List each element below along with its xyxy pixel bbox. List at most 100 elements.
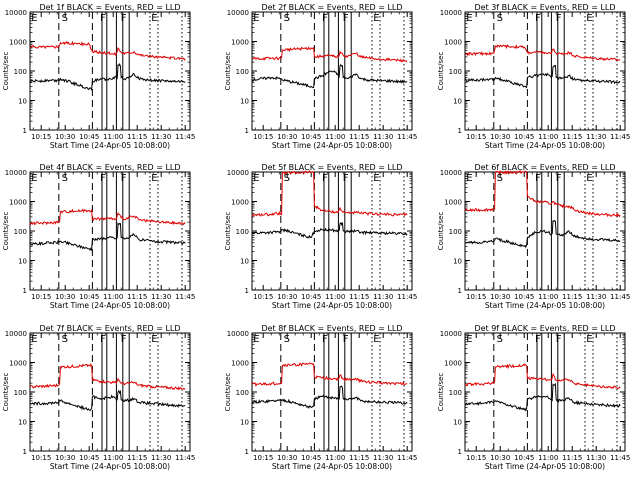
segment-marker: F — [322, 334, 328, 345]
x-tick-label: 10:15 — [31, 454, 51, 462]
segment-marker: E — [466, 334, 472, 345]
segment-marker: F — [121, 334, 127, 345]
segment-marker: F — [100, 334, 106, 345]
segment-marker: F — [556, 173, 562, 184]
detector-panel-9: Det 9f BLACK = Events, RED = LLD 1 10 100 10… — [437, 324, 630, 471]
series-line-lld — [251, 46, 408, 63]
y-tick-label: 10000 — [440, 9, 462, 17]
detector-panel-1: Det 1f BLACK = Events, RED = LLD 1 10 100 10… — [2, 3, 195, 150]
y-tick-label: 10000 — [5, 9, 27, 17]
panel-title: Det 1f BLACK = Events, RED = LLD — [39, 3, 180, 12]
y-axis-label: Counts/sec — [437, 52, 445, 91]
y-axis-label: Counts/sec — [437, 212, 445, 251]
y-tick-label: 1 — [23, 448, 27, 456]
y-tick-label: 100 — [14, 68, 27, 76]
y-tick-label: 10000 — [440, 169, 462, 177]
segment-marker: F — [322, 173, 328, 184]
x-axis-label: Start Time (24-Apr-05 10:08:00) — [485, 301, 605, 310]
y-tick-label: 100 — [236, 389, 249, 397]
x-tick-label: 10:30 — [277, 133, 297, 141]
segment-marker: F — [535, 13, 541, 24]
detector-panel-4: Det 4f BLACK = Events, RED = LLD 1 10 100 10… — [2, 163, 195, 310]
plot-frame — [251, 332, 413, 452]
segment-marker: E — [373, 173, 379, 184]
series-line-lld — [464, 363, 621, 390]
series-line-events — [464, 65, 621, 89]
y-tick-label: 100 — [14, 389, 27, 397]
plot-frame — [29, 11, 191, 131]
segment-marker: E — [151, 334, 157, 345]
segment-marker: S — [62, 334, 68, 345]
segment-marker: S — [497, 173, 503, 184]
segment-marker: E — [373, 334, 379, 345]
x-tick-label: 11:15 — [349, 454, 369, 462]
segment-marker: S — [284, 334, 290, 345]
y-tick-label: 1 — [245, 287, 249, 295]
y-axis-label: Counts/sec — [224, 373, 232, 412]
x-tick-label: 11:30 — [373, 454, 393, 462]
segment-marker: E — [151, 13, 157, 24]
y-tick-label: 1 — [458, 127, 462, 135]
x-tick-label: 11:45 — [175, 133, 195, 141]
y-tick-label: 100 — [236, 68, 249, 76]
x-tick-label: 11:15 — [562, 293, 582, 301]
x-tick-label: 10:45 — [514, 133, 534, 141]
segment-marker: E — [253, 13, 259, 24]
plot-frame — [29, 332, 191, 452]
y-tick-label: 1000 — [231, 199, 249, 207]
x-tick-label: 10:30 — [490, 133, 510, 141]
x-tick-label: 10:15 — [253, 454, 273, 462]
segment-marker: E — [586, 173, 592, 184]
x-tick-label: 10:45 — [514, 293, 534, 301]
segment-marker: F — [535, 334, 541, 345]
series-line-lld — [29, 362, 186, 391]
segment-marker: F — [343, 334, 349, 345]
y-tick-label: 1000 — [231, 39, 249, 47]
segment-marker: F — [343, 13, 349, 24]
x-tick-label: 11:15 — [562, 133, 582, 141]
x-tick-label: 11:15 — [349, 293, 369, 301]
segment-marker: E — [253, 334, 259, 345]
x-tick-label: 10:30 — [277, 454, 297, 462]
series-line-lld — [251, 362, 408, 387]
segment-marker: E — [373, 13, 379, 24]
detector-panel-6: Det 6f BLACK = Events, RED = LLD 1 10 100 10… — [437, 163, 630, 310]
x-axis-label: Start Time (24-Apr-05 10:08:00) — [50, 141, 170, 150]
y-tick-label: 10000 — [227, 9, 249, 17]
x-tick-label: 11:15 — [127, 454, 147, 462]
y-tick-label: 10 — [18, 98, 27, 106]
x-tick-label: 11:30 — [586, 293, 606, 301]
panel-title: Det 7f BLACK = Events, RED = LLD — [39, 324, 180, 333]
y-tick-label: 1000 — [444, 360, 462, 368]
x-tick-label: 11:00 — [325, 293, 345, 301]
y-tick-label: 1 — [245, 448, 249, 456]
x-tick-label: 10:30 — [55, 293, 75, 301]
y-tick-label: 1000 — [9, 39, 27, 47]
y-tick-label: 10 — [453, 258, 462, 266]
x-tick-label: 11:30 — [373, 293, 393, 301]
panel-title: Det 2f BLACK = Events, RED = LLD — [261, 3, 402, 12]
x-tick-label: 11:00 — [325, 454, 345, 462]
x-tick-label: 10:15 — [253, 293, 273, 301]
x-tick-label: 10:15 — [466, 133, 486, 141]
series-line-lld — [464, 44, 621, 62]
segment-marker: F — [121, 173, 127, 184]
plot-frame — [251, 11, 413, 131]
y-tick-label: 1 — [23, 127, 27, 135]
x-tick-label: 10:45 — [301, 133, 321, 141]
x-tick-label: 10:15 — [31, 133, 51, 141]
x-tick-label: 11:45 — [610, 133, 630, 141]
plot-frame — [464, 332, 626, 452]
segment-marker: E — [151, 173, 157, 184]
y-tick-label: 1000 — [9, 199, 27, 207]
x-tick-label: 10:30 — [277, 293, 297, 301]
y-tick-label: 1 — [458, 287, 462, 295]
segment-marker: F — [556, 13, 562, 24]
panel-title: Det 5f BLACK = Events, RED = LLD — [261, 163, 402, 172]
x-tick-label: 11:15 — [349, 133, 369, 141]
y-tick-label: 10000 — [227, 330, 249, 338]
x-axis-label: Start Time (24-Apr-05 10:08:00) — [272, 301, 392, 310]
x-tick-label: 11:15 — [562, 454, 582, 462]
x-tick-label: 11:00 — [538, 454, 558, 462]
